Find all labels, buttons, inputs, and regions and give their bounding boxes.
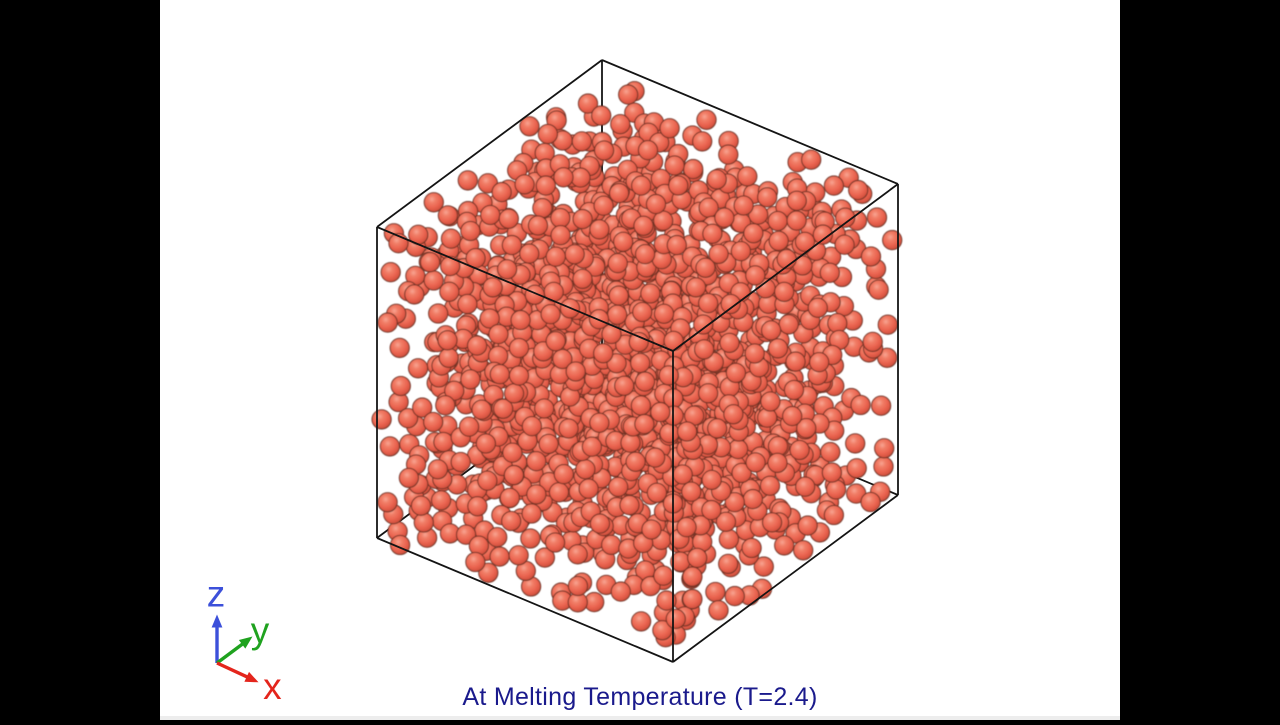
svg-text:x: x: [263, 666, 282, 707]
svg-text:z: z: [207, 574, 226, 615]
svg-text:y: y: [251, 610, 270, 651]
